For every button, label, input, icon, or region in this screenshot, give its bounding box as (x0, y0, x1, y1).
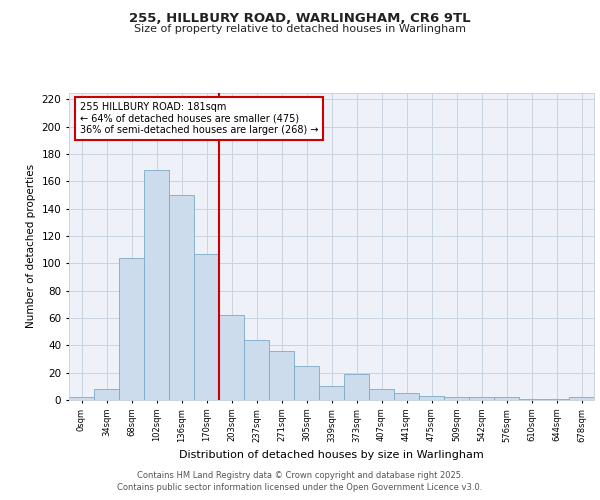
Text: Contains HM Land Registry data © Crown copyright and database right 2025.
Contai: Contains HM Land Registry data © Crown c… (118, 471, 482, 492)
Bar (419, 396, 444, 400)
Text: 255, HILLBURY ROAD, WARLINGHAM, CR6 9TL: 255, HILLBURY ROAD, WARLINGHAM, CR6 9TL (129, 12, 471, 26)
Text: Size of property relative to detached houses in Warlingham: Size of property relative to detached ho… (134, 24, 466, 34)
Bar (319, 386, 344, 400)
Bar (469, 398, 494, 400)
Bar (294, 366, 319, 400)
Bar (444, 398, 469, 400)
Bar (194, 254, 219, 400)
Bar (494, 398, 519, 400)
Bar (169, 195, 194, 400)
Bar (94, 389, 119, 400)
Bar (144, 170, 169, 400)
Bar (394, 393, 419, 400)
Bar (369, 389, 394, 400)
X-axis label: Distribution of detached houses by size in Warlingham: Distribution of detached houses by size … (179, 450, 484, 460)
Bar (344, 374, 369, 400)
Bar (219, 316, 244, 400)
Bar (69, 398, 94, 400)
Bar (269, 351, 294, 400)
Bar (119, 258, 144, 400)
Text: 255 HILLBURY ROAD: 181sqm
← 64% of detached houses are smaller (475)
36% of semi: 255 HILLBURY ROAD: 181sqm ← 64% of detac… (79, 102, 318, 135)
Bar (569, 398, 594, 400)
Bar (244, 340, 269, 400)
Y-axis label: Number of detached properties: Number of detached properties (26, 164, 36, 328)
Bar (519, 398, 544, 400)
Bar (544, 398, 569, 400)
